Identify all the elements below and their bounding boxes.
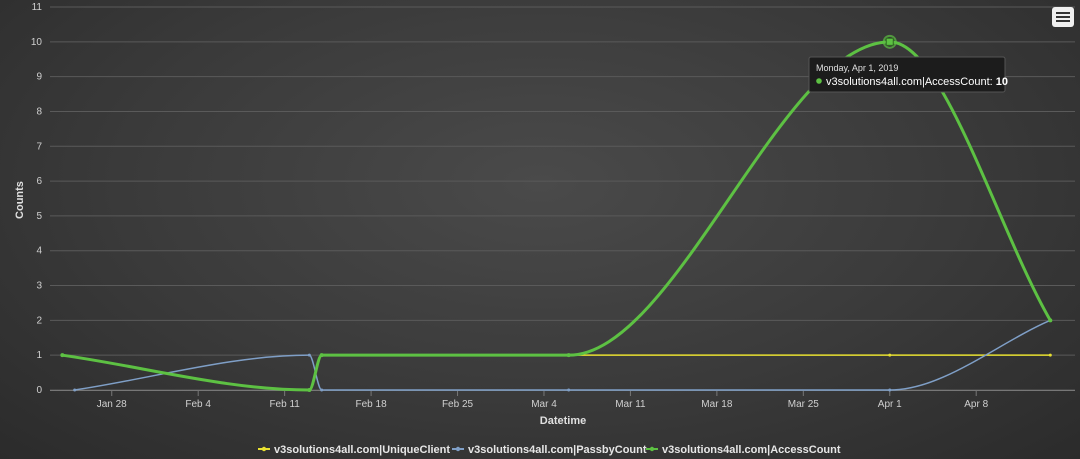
x-tick-label: Feb 18: [356, 399, 388, 410]
tooltip-box: [808, 56, 1006, 93]
series-line: [74, 319, 1051, 391]
y-tick-label: 7: [36, 141, 42, 152]
x-tick-label: Mar 25: [788, 399, 820, 410]
y-tick-label: 1: [36, 350, 42, 361]
hover-marker: [885, 37, 894, 46]
data-point: [73, 388, 77, 392]
y-tick-label: 10: [31, 37, 43, 48]
tooltip-series-label: v3solutions4all.com|AccessCount: 10: [826, 76, 1008, 88]
y-axis-title: Counts: [14, 181, 26, 219]
x-tick-label: Feb 4: [185, 399, 211, 410]
y-tick-label: 3: [36, 281, 42, 292]
legend-label: v3solutions4all.com|AccessCount: [662, 444, 841, 456]
x-tick-label: Mar 18: [701, 399, 733, 410]
legend-swatch-marker: [261, 446, 267, 452]
x-tick-label: Jan 28: [97, 399, 127, 410]
menu-bar-icon: [1056, 16, 1070, 18]
tooltip-value: 10: [996, 76, 1008, 88]
x-tick-label: Apr 8: [964, 399, 988, 410]
legend-item[interactable]: v3solutions4all.com|AccessCount: [646, 444, 841, 456]
menu-bar-icon: [1056, 20, 1070, 22]
legend-item[interactable]: v3solutions4all.com|UniqueClient: [258, 444, 450, 456]
y-tick-label: 0: [36, 385, 42, 396]
legend-swatch-marker: [455, 446, 461, 452]
tooltip-series-dot: [816, 78, 822, 84]
y-tick-label: 8: [36, 106, 42, 117]
data-point: [307, 353, 311, 357]
hover-halo: [882, 34, 897, 49]
data-point: [60, 353, 65, 358]
y-tick-label: 6: [36, 176, 42, 187]
legend-label: v3solutions4all.com|PassbyCount: [468, 444, 647, 456]
x-tick-label: Feb 11: [269, 399, 300, 410]
data-point: [888, 388, 892, 392]
tooltip: Monday, Apr 1, 2019 v3solutions4all.com|A…: [808, 34, 1008, 93]
x-tick-label: Mar 4: [531, 399, 557, 410]
data-point: [566, 353, 571, 358]
menu-bar-icon: [1056, 12, 1070, 14]
chart-menu-button[interactable]: [1052, 7, 1074, 27]
legend-item[interactable]: v3solutions4all.com|PassbyCount: [452, 444, 647, 456]
data-point: [319, 353, 324, 358]
x-tick-label: Feb 25: [442, 399, 474, 410]
y-tick-label: 9: [36, 72, 42, 83]
x-tick-label: Apr 1: [878, 399, 902, 410]
y-tick-label: 4: [36, 246, 42, 257]
tooltip-date: Monday, Apr 1, 2019: [816, 63, 898, 73]
legend: v3solutions4all.com|UniqueClient v3soluti…: [258, 444, 841, 456]
y-tick-label: 5: [36, 211, 42, 222]
data-point: [567, 388, 571, 392]
data-point: [320, 388, 324, 392]
data-point: [888, 353, 892, 357]
tooltip-series-name: v3solutions4all.com|AccessCount:: [826, 76, 996, 88]
data-point: [1048, 318, 1053, 323]
y-tick-label: 2: [36, 315, 42, 326]
x-tick-label: Mar 11: [615, 399, 646, 410]
x-axis-title: Datetime: [540, 415, 586, 427]
data-point: [307, 388, 312, 392]
legend-label: v3solutions4all.com|UniqueClient: [274, 444, 450, 456]
legend-swatch-marker: [649, 446, 655, 452]
y-tick-label: 11: [32, 2, 43, 13]
data-point: [1048, 353, 1052, 357]
